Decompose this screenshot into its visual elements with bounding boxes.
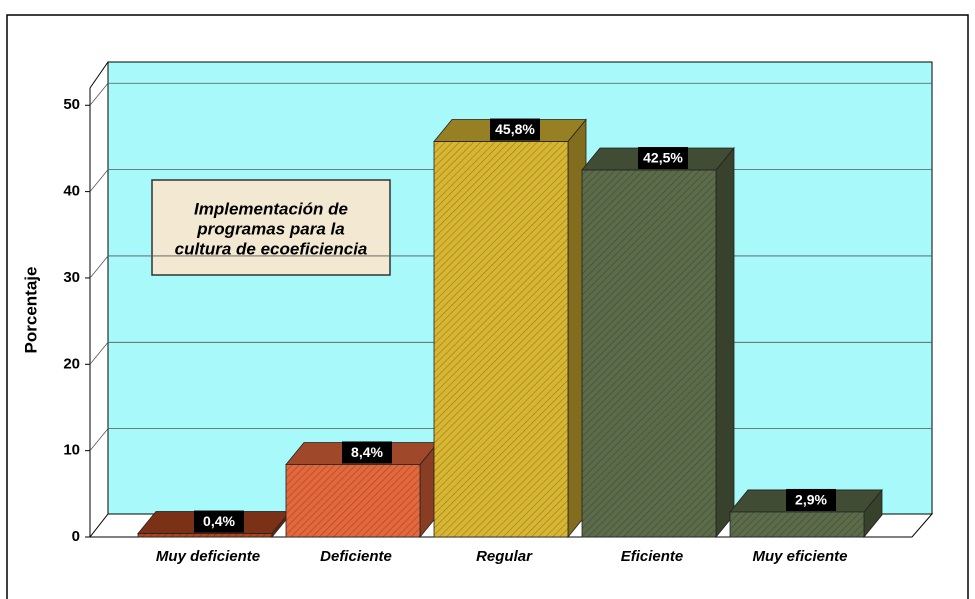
frame [6, 14, 969, 599]
y-axis-label: Porcentaje [21, 267, 40, 354]
grid-line [89, 83, 109, 106]
y-tick-label: 0 [72, 528, 80, 545]
value-label: 42,5% [643, 150, 683, 166]
annotation-text: Implementación de [194, 199, 348, 218]
value-label: 2,9% [795, 492, 827, 508]
value-label-bg [490, 118, 540, 141]
x-tick-label: Eficiente [621, 548, 684, 565]
bar-hatch [286, 464, 420, 537]
value-label-bg [194, 510, 244, 533]
value-label: 45,8% [495, 121, 535, 137]
grid-line [89, 342, 109, 365]
x-tick-label: Regular [476, 548, 533, 565]
y-tick-label: 50 [63, 96, 80, 113]
y-tick-label: 20 [63, 355, 80, 372]
grid-line [89, 428, 109, 451]
x-tick-label: Deficiente [320, 548, 392, 565]
axis-edge [89, 61, 109, 89]
annotation-text: programas para la [196, 219, 344, 238]
annotation-text: cultura de ecoeficiencia [175, 239, 368, 258]
annotation-box [151, 179, 391, 276]
x-tick-label: Muy deficiente [156, 548, 260, 565]
grid-line [89, 169, 109, 192]
y-tick-label: 40 [63, 183, 80, 200]
y-tick-label: 30 [63, 269, 80, 286]
value-label: 0,4% [203, 513, 235, 529]
value-label: 8,4% [351, 444, 383, 460]
bar-side [715, 146, 735, 539]
bar-hatch [434, 141, 568, 538]
y-tick-label: 10 [63, 442, 80, 459]
bar-hatch [582, 170, 716, 537]
x-tick-label: Muy eficiente [752, 548, 847, 565]
grid-line [89, 255, 109, 279]
value-label-bg [786, 488, 836, 511]
bar-hatch [730, 511, 864, 537]
bar-hatch [138, 533, 272, 537]
value-label-bg [638, 147, 688, 170]
value-label-bg [342, 441, 392, 464]
